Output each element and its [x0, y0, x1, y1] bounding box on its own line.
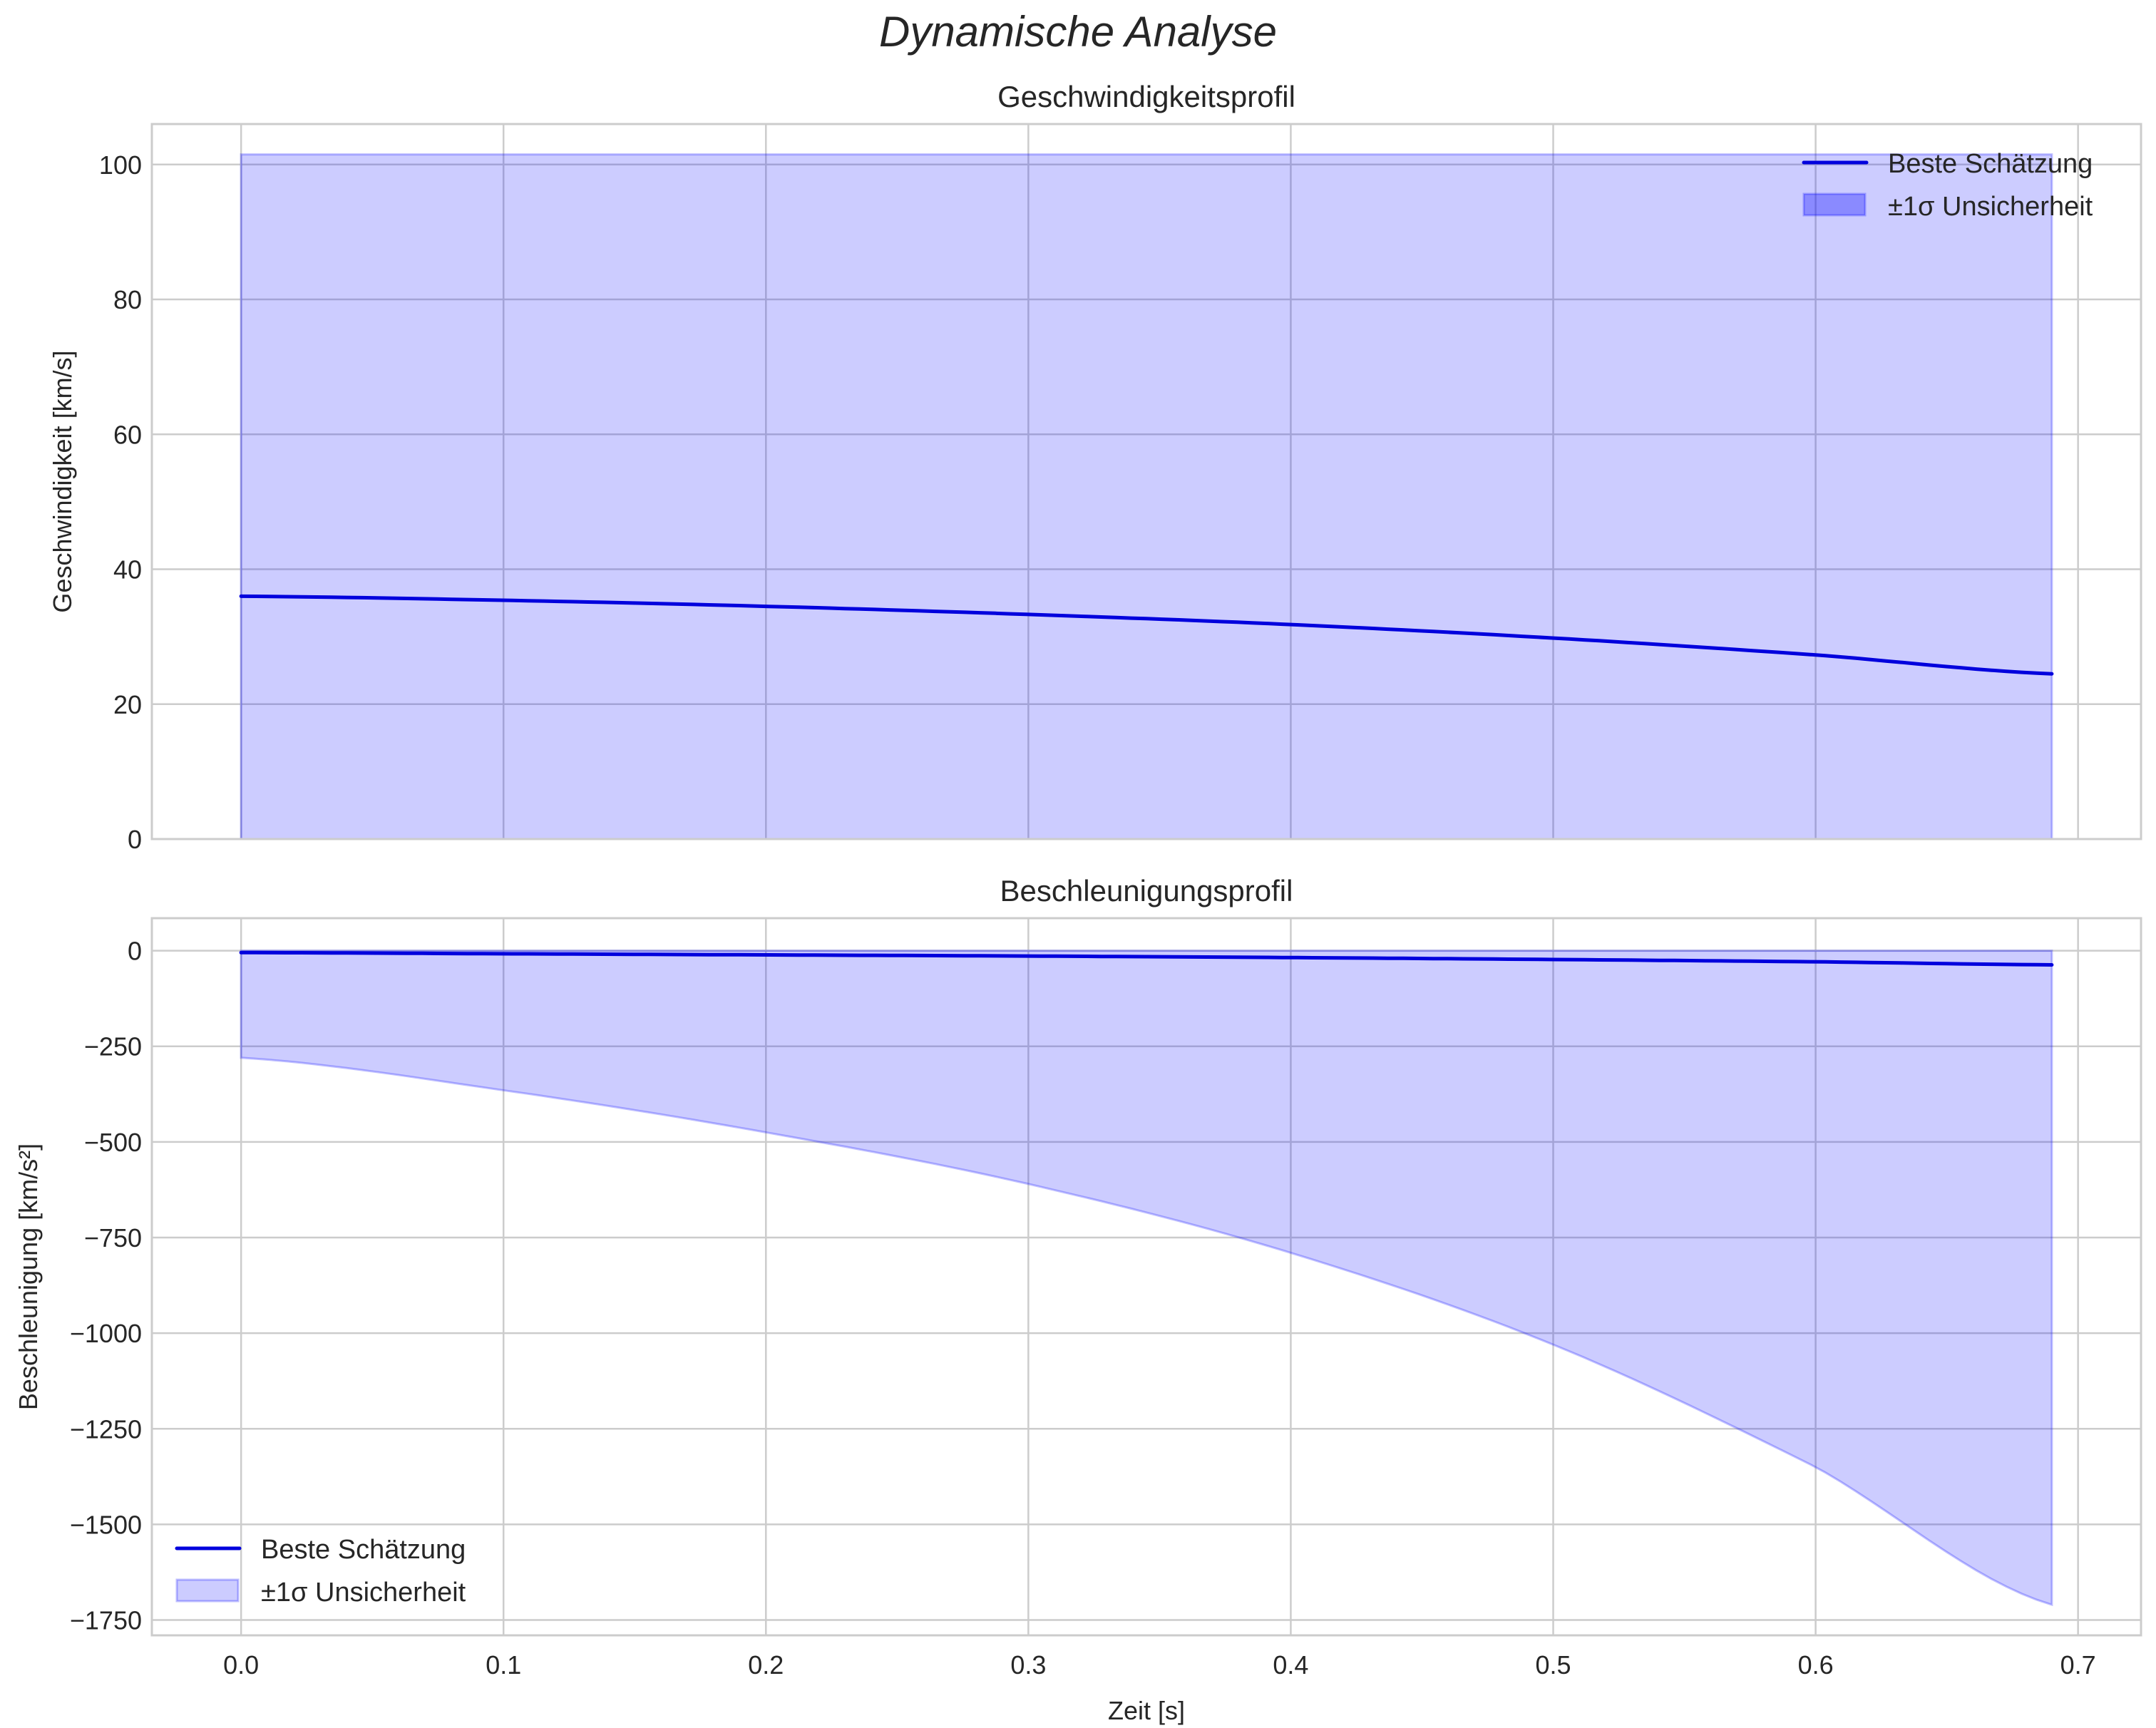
y-tick-label: −1750	[70, 1606, 142, 1635]
y-tick-label: 100	[99, 150, 142, 180]
y-tick-label: 0	[128, 937, 142, 966]
legend-band-swatch	[175, 1578, 240, 1603]
y-tick-label: −500	[84, 1128, 142, 1157]
best-estimate-line	[239, 594, 2054, 676]
plot-area	[152, 918, 2141, 1635]
y-tick-label: 60	[113, 420, 142, 449]
y-tick-label: −750	[84, 1223, 142, 1253]
figure-suptitle: Dynamische Analyse	[878, 8, 1278, 56]
x-tick-label: 0.1	[486, 1650, 521, 1680]
y-tick-label: 0	[128, 825, 142, 854]
legend-label: ±1σ Unsicherheit	[261, 1578, 466, 1608]
uncertainty-band	[240, 950, 2053, 1607]
plot-area	[152, 124, 2141, 839]
legend: Beste Schätzung ±1σ Unsicherheit	[175, 1535, 466, 1608]
velocity-subplot: Geschwindigkeitsprofil 0 20 40 60 80 100 Geschw…	[48, 80, 2142, 854]
y-tick-label: −250	[84, 1032, 142, 1061]
x-tick-label: 0.0	[223, 1650, 259, 1680]
y-axis-label: Beschleunigung [km/s²]	[14, 1143, 43, 1410]
x-axis-label: Zeit [s]	[1108, 1696, 1185, 1725]
uncertainty-band	[240, 153, 2053, 840]
x-tick-label: 0.5	[1535, 1650, 1571, 1680]
subplot-title: Geschwindigkeitsprofil	[997, 80, 1295, 113]
acceleration-subplot: Beschleunigungsprofil 0 −250 −500 −750 −1000 −…	[14, 874, 2142, 1725]
y-tick-label: 80	[113, 285, 142, 314]
legend-label: ±1σ Unsicherheit	[1888, 192, 2093, 222]
x-tick-label: 0.2	[748, 1650, 784, 1680]
best-estimate-line	[239, 950, 2054, 967]
axes-frame	[150, 917, 2142, 1637]
y-axis-label: Geschwindigkeit [km/s]	[48, 350, 77, 612]
subplot-title: Beschleunigungsprofil	[1000, 874, 1293, 907]
y-tick-label: −1500	[70, 1510, 142, 1539]
x-tick-label: 0.6	[1798, 1650, 1834, 1680]
y-tick-label: 40	[113, 555, 142, 585]
legend: Beste Schätzung ±1σ Unsicherheit	[1802, 149, 2093, 222]
x-tick-label: 0.4	[1273, 1650, 1308, 1680]
y-tick-label: −1000	[70, 1319, 142, 1348]
x-tick-label: 0.7	[2060, 1650, 2096, 1680]
y-tick-label: 20	[113, 690, 142, 719]
legend-band-swatch	[1802, 192, 1867, 217]
y-tick-label: −1250	[70, 1414, 142, 1444]
axes-frame	[150, 123, 2142, 840]
x-tick-label: 0.3	[1010, 1650, 1046, 1680]
legend-label: Beste Schätzung	[261, 1535, 466, 1565]
legend-label: Beste Schätzung	[1888, 149, 2093, 179]
